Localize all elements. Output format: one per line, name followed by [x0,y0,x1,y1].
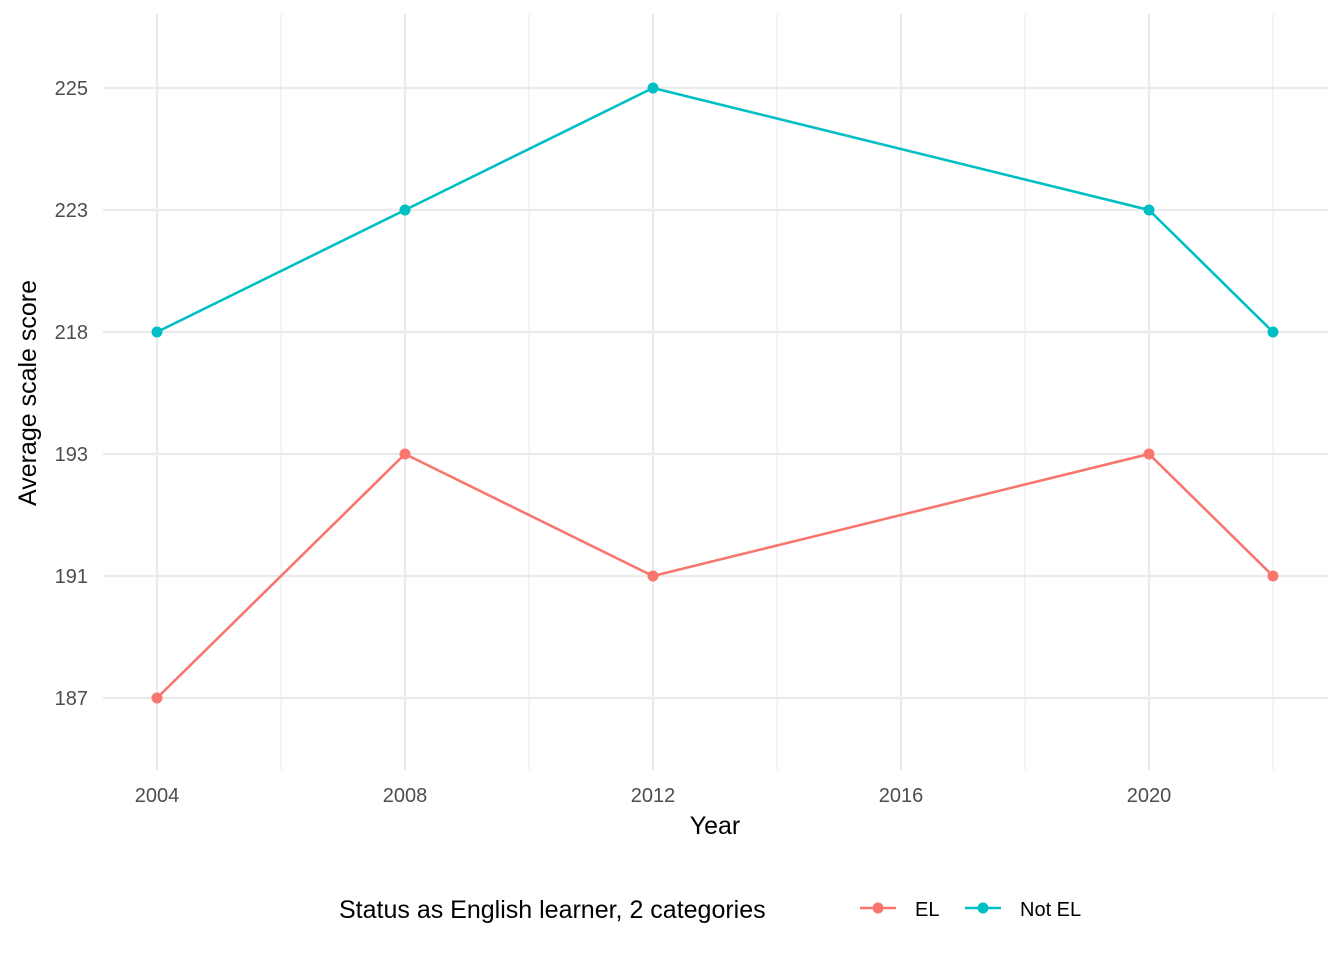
y-tick-label: 218 [55,322,88,344]
y-tick-label: 223 [55,200,88,222]
data-point-not-el [1143,204,1155,216]
data-point-not-el [151,326,163,338]
legend-item-not-el: Not EL [965,899,1081,921]
series-points [151,82,1279,704]
y-axis-title: Average scale score [14,280,42,506]
legend-item-el: EL [860,899,939,921]
legend-title: Status as English learner, 2 categories [339,896,766,924]
x-axis-ticks: 2004 2008 2012 2016 2020 [135,785,1172,807]
data-point-el [399,448,411,460]
series-lines [156,86,1274,699]
y-tick-label: 225 [55,78,88,100]
data-point-el [647,570,659,582]
x-axis-title: Year [690,812,741,840]
x-tick-label: 2012 [631,785,676,807]
x-tick-label: 2008 [383,785,428,807]
data-point-el [151,692,163,704]
data-point-not-el [647,82,659,94]
legend-key-point [872,902,884,914]
legend-label: Not EL [1020,899,1081,921]
y-axis-ticks: 187 191 193 218 223 225 [55,78,88,710]
y-tick-label: 191 [55,566,88,588]
x-tick-label: 2016 [879,785,924,807]
data-point-not-el [1267,326,1279,338]
legend-label: EL [915,899,939,921]
y-tick-label: 187 [55,688,88,710]
grid [103,14,1328,770]
data-point-el [1267,570,1279,582]
x-tick-label: 2020 [1127,785,1172,807]
legend-key-point [977,902,989,914]
y-tick-label: 193 [55,444,88,466]
data-point-el [1143,448,1155,460]
legend-items: EL Not EL [860,899,1081,921]
x-tick-label: 2004 [135,785,180,807]
legend: Status as English learner, 2 categories … [339,896,1081,924]
data-point-not-el [399,204,411,216]
